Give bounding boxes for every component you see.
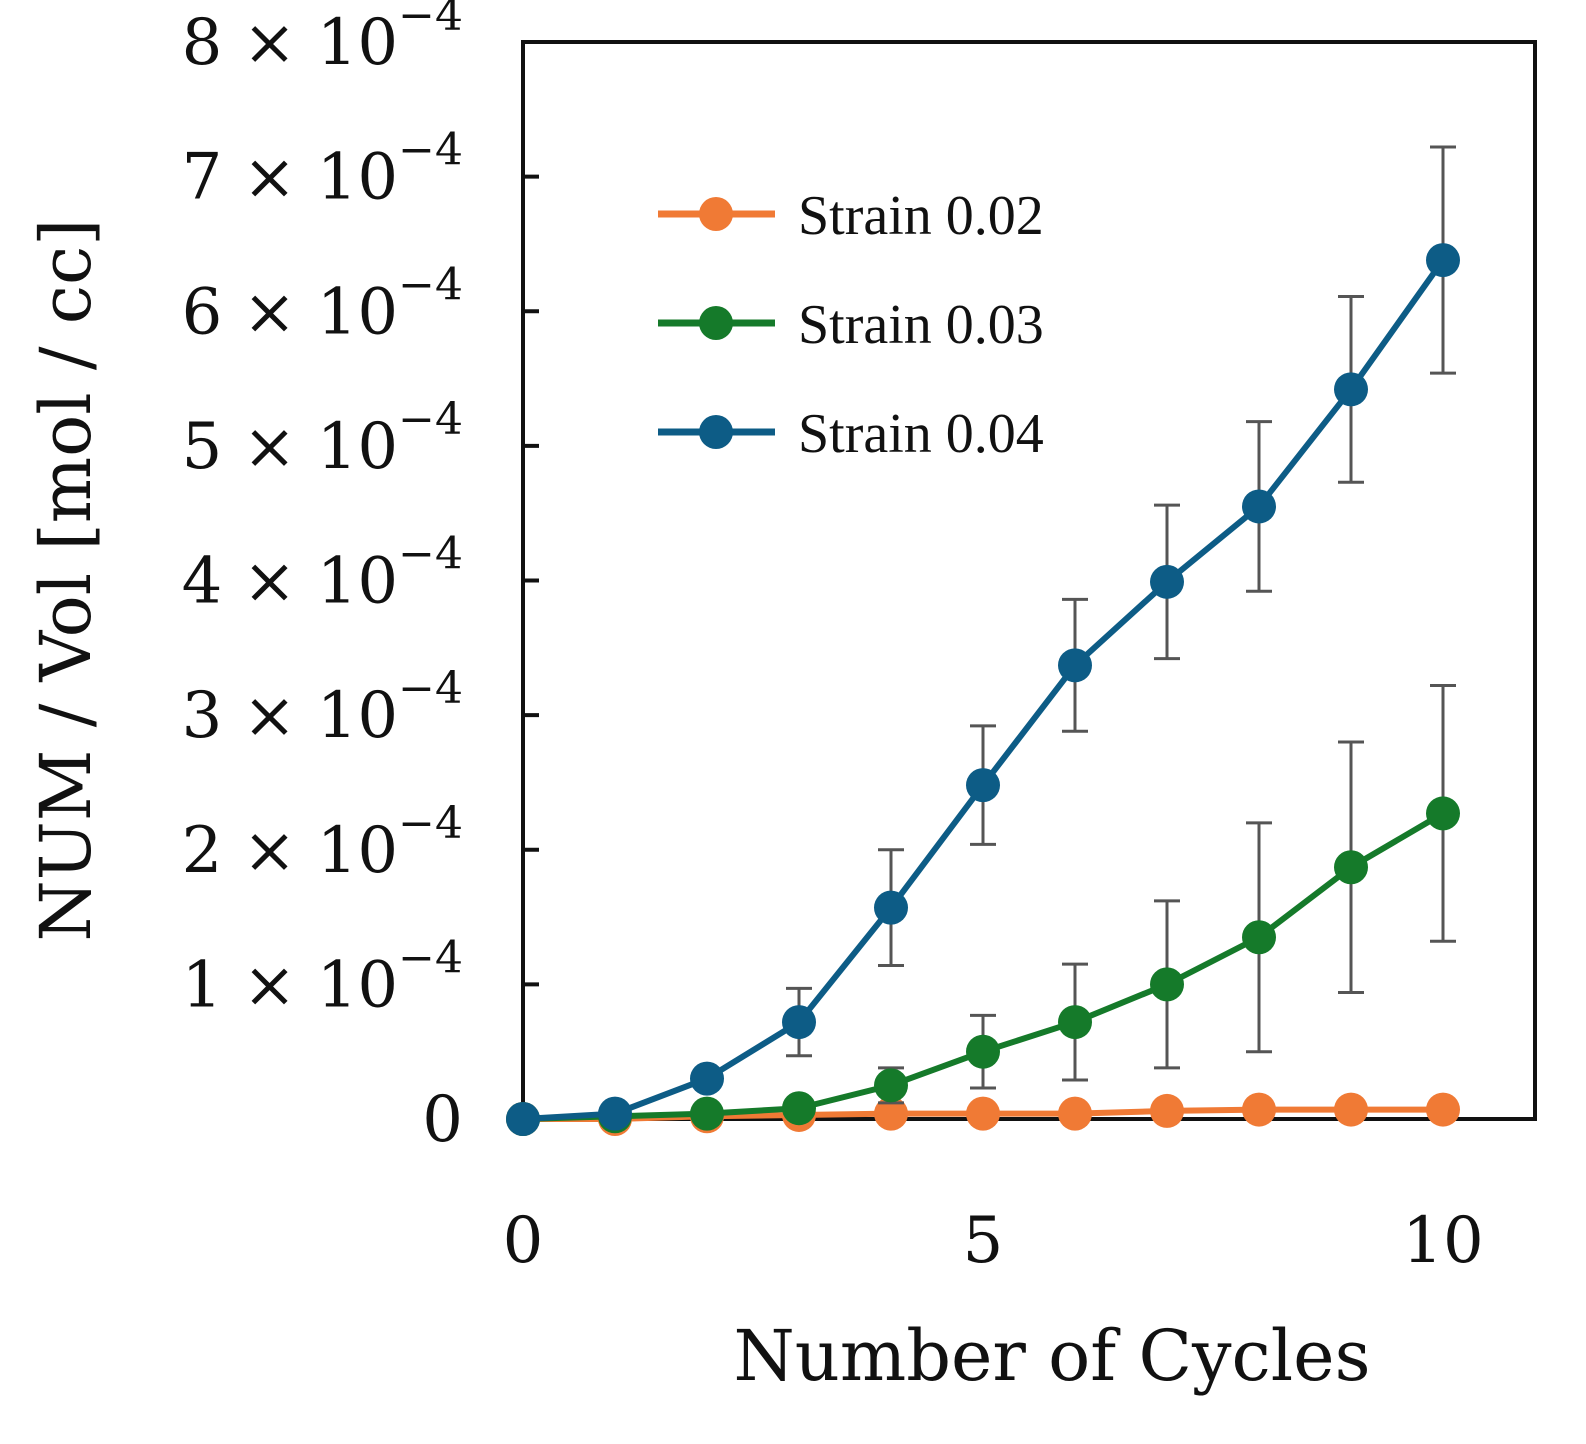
- series-line-2: [522, 258, 1446, 1122]
- legend-entry-strain-0.03: Strain 0.03: [658, 294, 1044, 356]
- y-tick-mantissa-3: 3 × 10: [182, 679, 398, 753]
- legend-label-strain-0.03: Strain 0.03: [798, 294, 1044, 356]
- data-point-1-3: [782, 1091, 816, 1126]
- series-strain-0.04: [506, 145, 1460, 1136]
- y-tick-exponent-8: −4: [398, 0, 463, 41]
- x-tick-label-2: 10: [1402, 1204, 1483, 1278]
- data-point-2-8: [1242, 489, 1276, 524]
- series-strain-0.03: [506, 684, 1460, 1136]
- data-point-2-3: [782, 1005, 816, 1040]
- y-tick-exponent-5: −4: [398, 394, 463, 445]
- y-axis-title: NUM / Vol [mol / cc]: [25, 219, 107, 942]
- y-tick-label-1: 1 × 10−4: [182, 932, 463, 1022]
- legend-entry-strain-0.04: Strain 0.04: [658, 403, 1044, 465]
- y-tick-mantissa-8: 8 × 10: [182, 6, 398, 80]
- y-tick-mantissa-2: 2 × 10: [182, 814, 398, 888]
- legend-marker-strain-0.02: [699, 197, 733, 231]
- y-tick-label-5: 5 × 10−4: [182, 394, 463, 484]
- data-point-0-6: [1058, 1096, 1092, 1131]
- data-point-0-9: [1334, 1092, 1368, 1127]
- data-point-0-5: [966, 1096, 1000, 1131]
- data-point-2-0: [506, 1102, 540, 1136]
- y-tick-exponent-1: −4: [398, 932, 463, 983]
- data-point-2-2: [690, 1061, 724, 1096]
- y-tick-label-7: 7 × 10−4: [182, 125, 463, 215]
- data-point-1-9: [1334, 850, 1368, 885]
- data-point-0-8: [1242, 1092, 1276, 1127]
- x-tick-label-0: 0: [503, 1204, 544, 1278]
- y-tick-label-4: 4 × 10−4: [182, 529, 463, 619]
- data-point-2-5: [966, 768, 1000, 803]
- data-point-1-5: [966, 1034, 1000, 1069]
- y-tick-mantissa-4: 4 × 10: [182, 545, 398, 619]
- legend-label-strain-0.02: Strain 0.02: [798, 185, 1044, 247]
- data-point-1-2: [690, 1096, 724, 1131]
- x-tick-label-1: 5: [963, 1204, 1004, 1278]
- y-tick-exponent-3: −4: [398, 663, 463, 714]
- y-tick-label-8: 8 × 10−4: [182, 0, 463, 80]
- data-point-0-7: [1150, 1093, 1184, 1128]
- y-tick-label-2: 2 × 10−4: [182, 798, 463, 888]
- y-tick-exponent-4: −4: [398, 529, 463, 580]
- legend-label-strain-0.04: Strain 0.04: [798, 403, 1044, 465]
- y-tick-label-3: 3 × 10−4: [182, 663, 463, 753]
- legend-entry-strain-0.02: Strain 0.02: [658, 185, 1044, 247]
- y-tick-exponent-2: −4: [398, 798, 463, 849]
- data-point-0-4: [874, 1096, 908, 1131]
- data-point-2-6: [1058, 648, 1092, 683]
- y-tick-label-0: 0: [422, 1083, 463, 1157]
- data-point-1-4: [874, 1068, 908, 1103]
- data-point-2-1: [598, 1096, 632, 1131]
- data-point-0-10: [1426, 1092, 1460, 1127]
- legend-marker-strain-0.04: [699, 415, 733, 449]
- y-tick-mantissa-6: 6 × 10: [182, 275, 398, 349]
- x-axis-ticks: 0 5 10: [503, 1103, 1484, 1278]
- data-point-1-10: [1426, 796, 1460, 831]
- y-tick-exponent-6: −4: [398, 259, 463, 310]
- data-point-2-9: [1334, 372, 1368, 407]
- data-point-2-4: [874, 890, 908, 925]
- legend-marker-strain-0.03: [699, 306, 733, 340]
- data-point-2-10: [1426, 243, 1460, 278]
- legend: Strain 0.02 Strain 0.03 Strain 0.04: [658, 185, 1044, 465]
- y-tick-mantissa-1: 1 × 10: [182, 948, 398, 1022]
- data-point-2-7: [1150, 564, 1184, 599]
- y-axis-ticks: 01 × 10−42 × 10−43 × 10−44 × 10−45 × 10−…: [182, 0, 539, 1157]
- data-point-1-7: [1150, 967, 1184, 1002]
- series-layer: [506, 145, 1460, 1136]
- data-point-1-8: [1242, 920, 1276, 955]
- y-tick-mantissa-5: 5 × 10: [182, 410, 398, 484]
- x-axis-title: Number of Cycles: [733, 1315, 1370, 1397]
- y-tick-mantissa-7: 7 × 10: [182, 141, 398, 215]
- y-tick-label-6: 6 × 10−4: [182, 259, 463, 349]
- data-point-1-6: [1058, 1005, 1092, 1040]
- y-tick-exponent-7: −4: [398, 125, 463, 176]
